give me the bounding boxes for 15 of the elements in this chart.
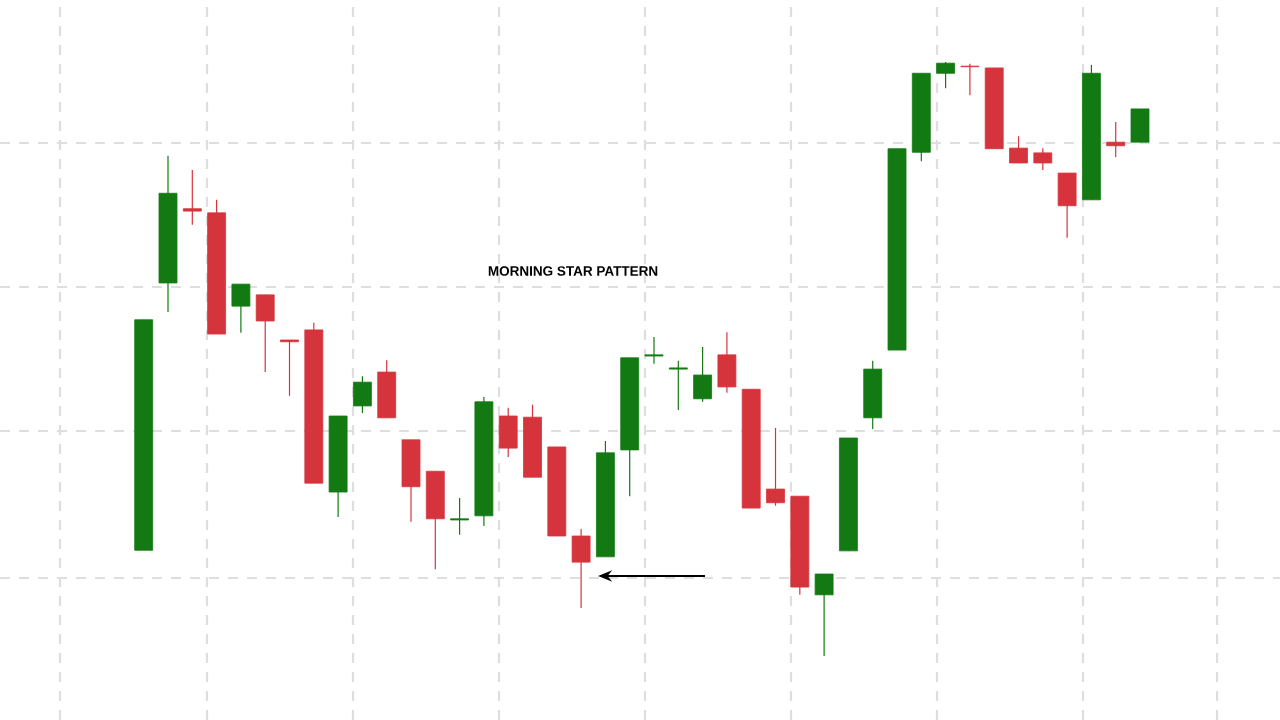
candlestick xyxy=(280,339,299,397)
candlestick xyxy=(182,169,202,226)
candlestick xyxy=(1106,121,1126,158)
candlestick xyxy=(353,375,372,414)
candlestick xyxy=(231,283,251,334)
candlestick xyxy=(936,61,956,89)
candlestick xyxy=(644,336,664,365)
candlestick xyxy=(668,360,688,411)
candlestick xyxy=(693,346,712,403)
candlestick xyxy=(1009,135,1028,164)
candlestick xyxy=(1033,147,1053,171)
candlestick xyxy=(814,573,834,657)
text: MORNING STAR PATTERN xyxy=(488,266,658,276)
candlestick xyxy=(766,427,785,507)
candlestick xyxy=(450,497,469,536)
